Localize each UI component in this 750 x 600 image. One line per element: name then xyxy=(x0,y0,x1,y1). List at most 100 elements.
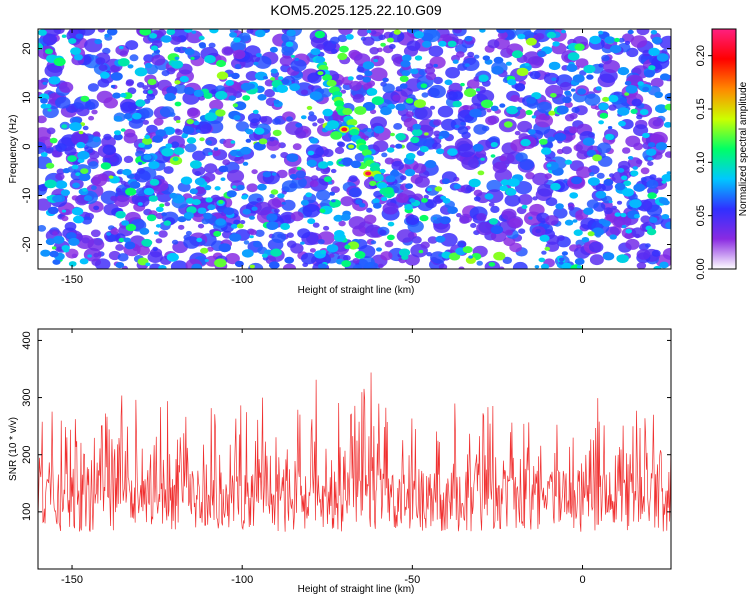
spectrogram-cell xyxy=(553,207,568,219)
spectrogram-cell xyxy=(462,57,480,71)
spectrogram-cell xyxy=(79,258,89,265)
spectrogram-cell xyxy=(465,256,476,264)
spectrogram-cell xyxy=(309,137,319,144)
spectrogram-cell xyxy=(122,168,132,176)
spectrogram-cell xyxy=(334,79,343,87)
spectrogram-cell xyxy=(93,205,100,211)
spectrogram-cell xyxy=(662,247,671,260)
spectrogram-cell xyxy=(68,237,80,246)
spectrogram-cell xyxy=(337,34,348,43)
spectrogram-cell xyxy=(421,92,429,98)
spectrogram-cell xyxy=(401,70,411,77)
spectrogram-cell xyxy=(141,238,153,247)
spectrogram-cell xyxy=(427,236,438,244)
spectrogram-cell xyxy=(467,51,475,58)
spectrogram-cell xyxy=(249,121,259,129)
spectrogram-cell xyxy=(230,140,236,144)
spectrogram-cell xyxy=(655,104,668,114)
spectrogram-cell xyxy=(583,64,596,74)
spectrogram-cell xyxy=(198,35,205,41)
spectrogram-cell xyxy=(125,40,139,51)
spectrogram-cell xyxy=(174,80,181,85)
spectrogram-cell xyxy=(163,220,172,226)
spectrogram-cell xyxy=(297,228,311,239)
spectrogram-cell xyxy=(617,107,630,116)
spectrogram-cell xyxy=(147,251,163,263)
spectrogram-cell xyxy=(161,147,174,157)
spectrogram-cell xyxy=(139,107,154,119)
spectrogram-cell xyxy=(501,208,517,221)
spectrogram-cell xyxy=(400,60,411,68)
spectrogram-cell xyxy=(601,54,610,62)
spectrogram-cell xyxy=(330,131,343,140)
spectrogram-cell xyxy=(340,213,351,221)
spectrogram-cell xyxy=(488,136,500,145)
spectrogram-cell xyxy=(614,37,620,43)
spectrogram-cell xyxy=(633,183,646,192)
spectrogram-cell xyxy=(466,79,480,89)
spectrogram-y-ticks: -20 -10 0 10 20 xyxy=(21,42,671,252)
spectrogram-cell xyxy=(45,238,56,246)
spectrogram-cell xyxy=(458,266,465,269)
spectrogram-cell xyxy=(222,159,231,166)
spectrogram-cell xyxy=(98,64,108,71)
spectrogram-cell xyxy=(163,126,176,135)
spectrogram-cell xyxy=(317,239,325,245)
spectrogram-cell xyxy=(95,57,106,65)
spectrogram-cell xyxy=(447,40,457,47)
spectrogram-cell xyxy=(295,122,303,128)
spectrogram-cell xyxy=(190,56,195,60)
spectrogram-cell xyxy=(61,124,68,129)
spectrogram-cell xyxy=(173,46,181,53)
colorbar-tick-label: 0.15 xyxy=(695,98,707,119)
spectrogram-cell xyxy=(106,232,112,236)
spectrogram-cell xyxy=(547,163,552,167)
spectrogram-cell xyxy=(370,240,377,245)
spectrogram-cell xyxy=(362,83,372,91)
spectrogram-cell xyxy=(662,199,670,206)
spectrogram-cell xyxy=(362,101,376,111)
spectrogram-cell xyxy=(256,197,262,202)
spectrogram-cell xyxy=(380,251,393,261)
spectrogram-cell xyxy=(82,187,88,192)
spectrogram-cell xyxy=(161,35,172,43)
spectrogram-cell xyxy=(528,129,536,135)
spectrogram-cell xyxy=(42,81,48,86)
spectrogram-cell xyxy=(138,142,146,148)
spectrogram-cell xyxy=(623,180,632,187)
spectrogram-cell xyxy=(48,76,61,85)
spectrogram-cell xyxy=(518,228,526,234)
spectrogram-cell xyxy=(510,94,520,103)
spectrogram-cell xyxy=(649,174,657,180)
spectrogram-cell xyxy=(388,43,396,50)
spectrogram-cell xyxy=(352,264,363,269)
spectrogram-cell xyxy=(340,196,354,207)
spectrogram-cell xyxy=(514,83,526,91)
spectrogram-cell xyxy=(132,112,142,120)
spectrogram-cell xyxy=(420,83,428,89)
spectrogram-cell xyxy=(218,199,224,204)
spectrogram-cell xyxy=(561,251,569,256)
spectrogram-cell xyxy=(559,81,572,91)
spectrogram-cell xyxy=(564,159,573,165)
spectrogram-cell xyxy=(127,102,138,111)
spectrogram-cell xyxy=(497,31,508,40)
spectrogram-cell xyxy=(522,30,535,40)
spectrogram-cell xyxy=(630,35,648,48)
spectrogram-cell xyxy=(420,241,430,249)
spectrogram-cell xyxy=(270,189,279,195)
spectrogram-cell xyxy=(341,260,352,268)
spectrogram-cell xyxy=(607,126,613,130)
spectrogram-cell xyxy=(295,170,306,179)
spectrogram-cell xyxy=(199,137,205,142)
spectrogram-cell xyxy=(645,243,651,248)
spectrogram-cell xyxy=(473,124,488,135)
spectrogram-cell xyxy=(242,161,249,166)
spectrogram-cell xyxy=(102,144,117,155)
spectrogram-cell xyxy=(93,131,101,137)
snr-panel: -150 -100 -50 0 100 200 300 400 Height of stra… xyxy=(8,328,672,595)
spectrogram-cell xyxy=(455,44,468,54)
spectrogram-cell xyxy=(566,64,578,72)
spectrogram-cell xyxy=(257,183,267,191)
y-tick-label: 10 xyxy=(21,91,33,103)
